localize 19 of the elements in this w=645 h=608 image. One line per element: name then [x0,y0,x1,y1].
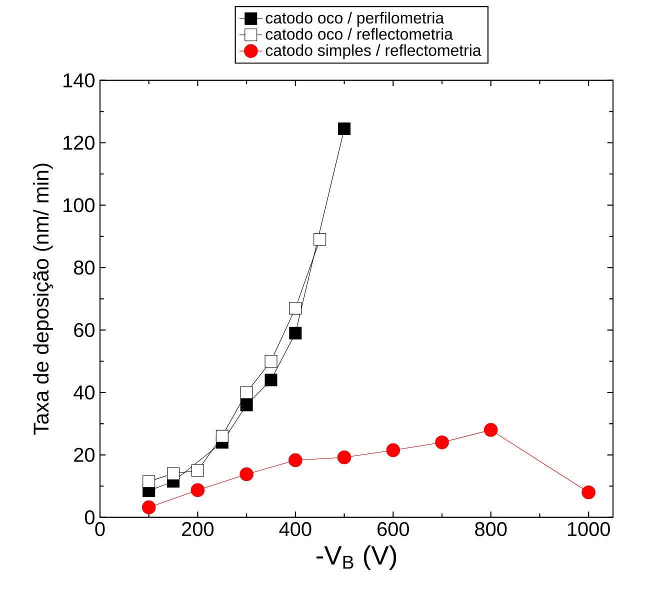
legend-label: catodo oco / reflectometria [266,28,453,40]
legend-label: catodo oco / perfilometria [266,12,444,27]
x-tick-label: 400 [279,522,312,536]
x-tick-label: 0 [95,522,105,536]
y-axis-title: Taxa de deposição (nm/ min) [33,164,53,435]
y-tick-label: 20 [74,448,95,462]
y-tick-label: 100 [64,198,95,212]
y-tick-label: 0 [84,510,95,524]
y-tick-label: 40 [74,385,95,400]
x-tick-label: 800 [475,522,507,536]
x-tick-label: 1000 [568,522,610,536]
legend-label: catodo simples / reflectometria [266,44,482,60]
x-axis-title: -V$_{B}$ (V) [316,545,396,570]
y-tick-label: 60 [74,322,95,338]
x-tick-label: 600 [378,522,409,536]
y-tick-label: 140 [64,73,95,88]
y-tick-label: 120 [64,136,95,150]
y-tick-label: 80 [74,260,95,275]
x-tick-label: 200 [182,522,214,536]
